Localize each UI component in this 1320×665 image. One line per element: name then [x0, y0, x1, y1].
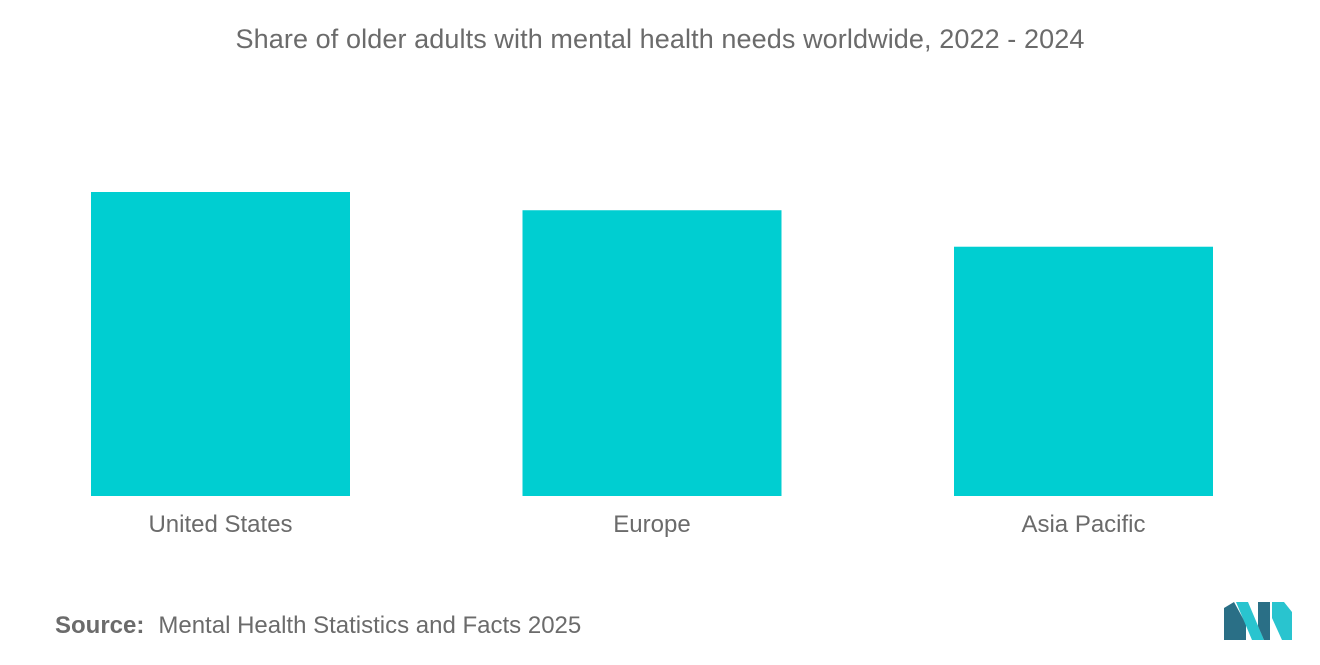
chart-title: Share of older adults with mental health…: [235, 24, 1085, 54]
bar-europe: [522, 210, 782, 497]
x-tick-label-asia-pacific: Asia Pacific: [1021, 511, 1145, 538]
source-text: Mental Health Statistics and Facts 2025: [158, 612, 582, 639]
brand-logo-icon: [1224, 602, 1292, 640]
x-tick-label-united-states: United States: [148, 511, 292, 538]
bar-united-states: [91, 192, 350, 496]
bar-group: [91, 192, 1213, 497]
source-label: Source:: [55, 612, 145, 639]
x-axis-labels: United States Europe Asia Pacific: [148, 511, 1145, 538]
bar-asia-pacific: [954, 246, 1213, 496]
x-tick-label-europe: Europe: [613, 511, 690, 538]
source-note: Source: Mental Health Statistics and Fact…: [55, 612, 581, 640]
